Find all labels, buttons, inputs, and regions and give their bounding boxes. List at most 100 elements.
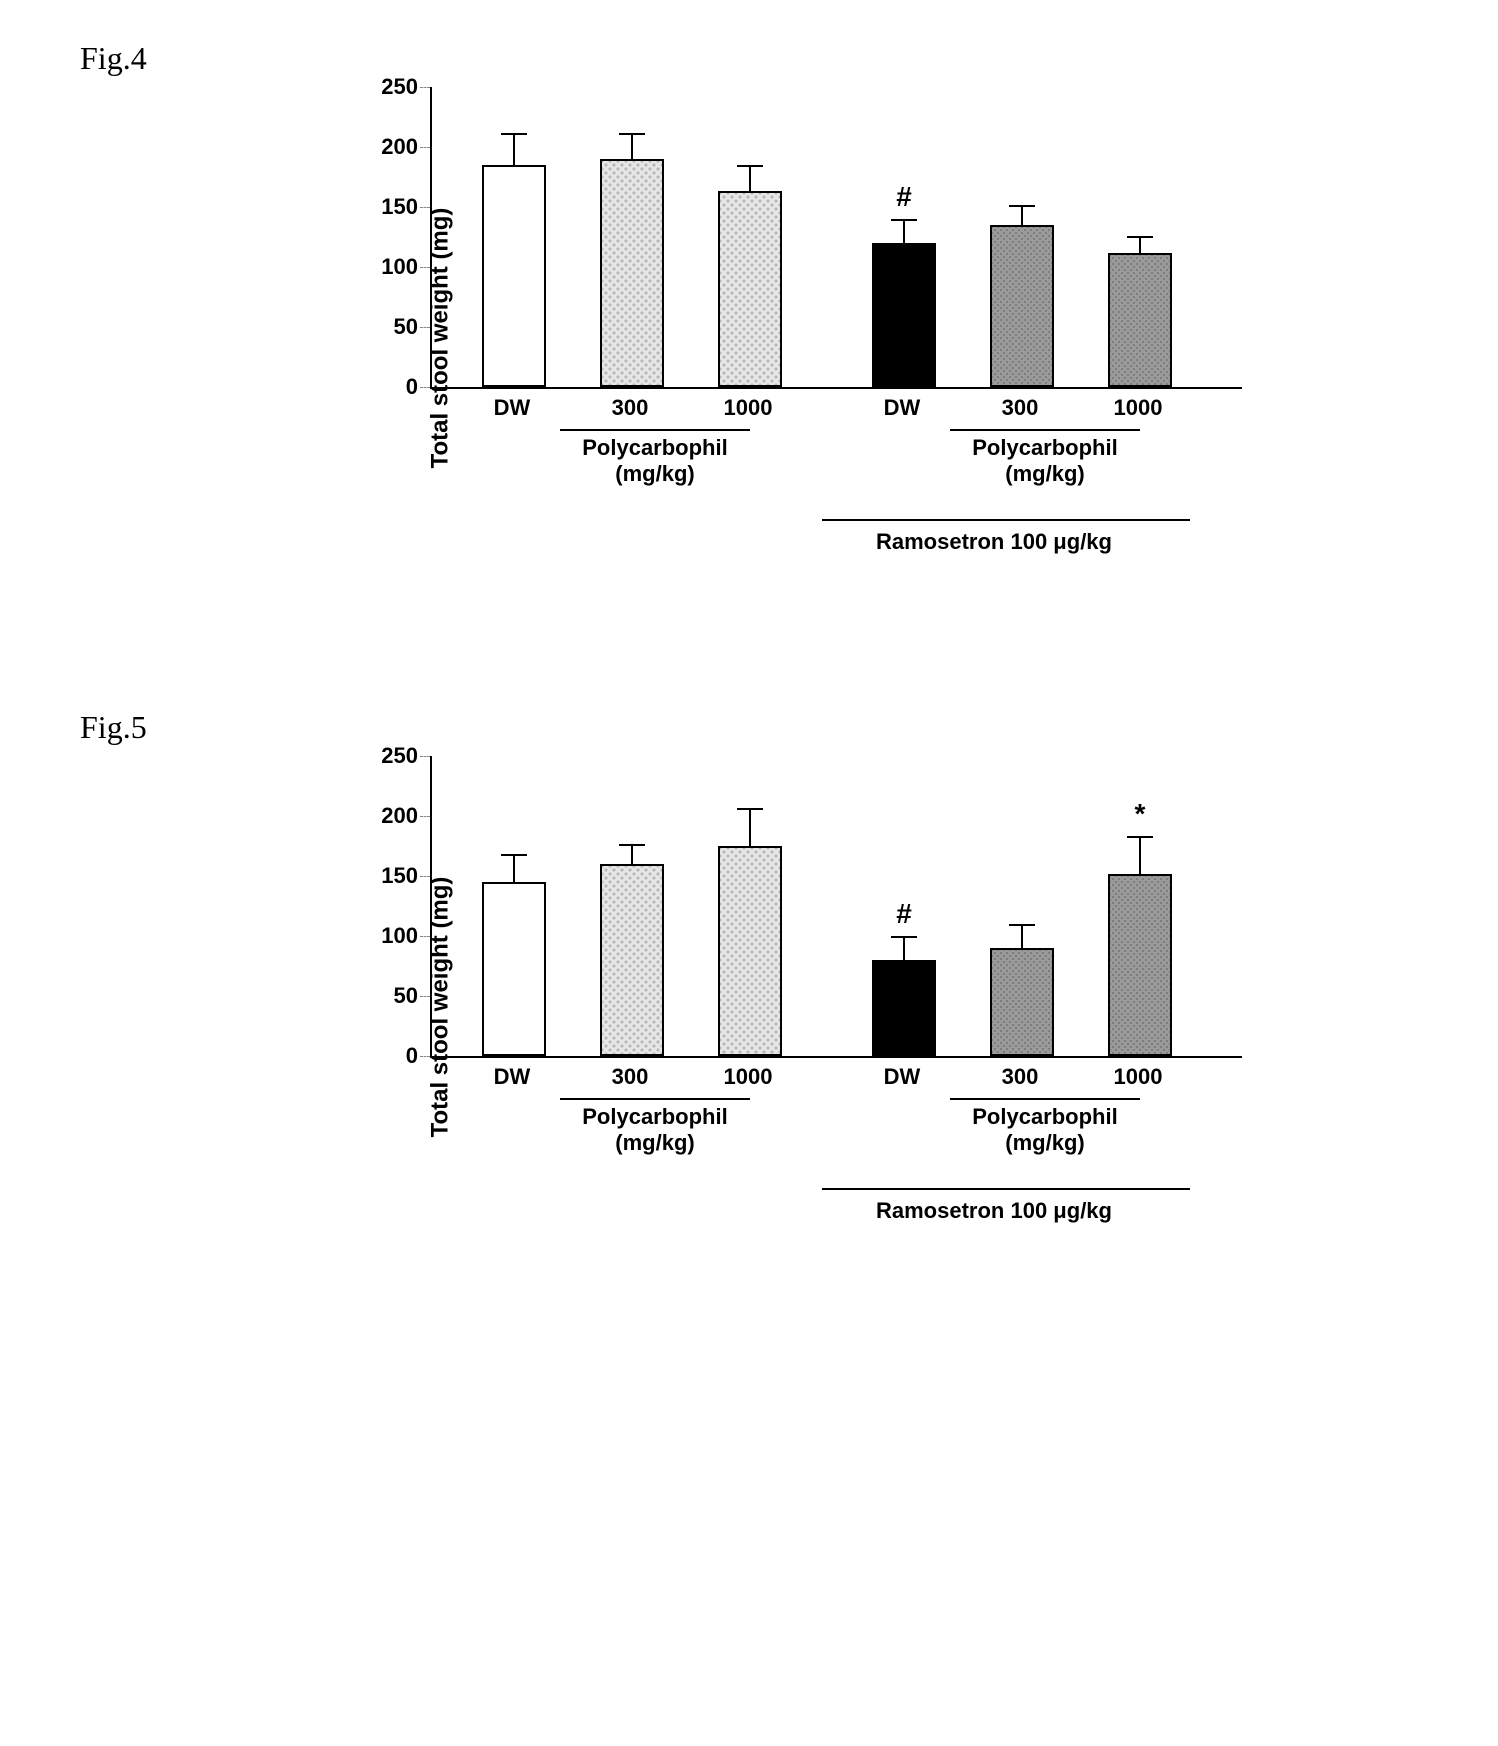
error-cap [1127, 836, 1153, 838]
group-label-line2: (mg/kg) [565, 461, 745, 487]
group-label: Polycarbophil(mg/kg) [565, 1104, 745, 1157]
bar [1108, 874, 1172, 1056]
bar [872, 960, 936, 1056]
x-tick-label: DW [494, 1064, 531, 1090]
error-cap [737, 808, 763, 810]
y-tick-label: 200 [381, 134, 418, 160]
bar [872, 243, 936, 387]
y-tick-label: 50 [394, 983, 418, 1009]
x-ticks: DW 300 1000 DW 300 1000 [430, 389, 1240, 429]
group-label-line2: (mg/kg) [955, 1130, 1135, 1156]
error-cap [619, 844, 645, 846]
group-label-line1: Polycarbophil [565, 435, 745, 461]
bar [990, 948, 1054, 1056]
x-tick-label: 300 [612, 395, 649, 421]
y-tick [420, 816, 430, 817]
error-bar [1021, 207, 1023, 225]
group-label-line2: (mg/kg) [955, 461, 1135, 487]
bar [1108, 253, 1172, 387]
y-tick-label: 150 [381, 194, 418, 220]
y-tick [420, 876, 430, 877]
error-bar [903, 938, 905, 960]
error-bar [749, 167, 751, 191]
group-underline [560, 1098, 750, 1100]
y-tick-label: 50 [394, 314, 418, 340]
figure-block: Fig.4Total stool weight (mg)050100150200… [40, 40, 1458, 589]
group-label-line1: Polycarbophil [565, 1104, 745, 1130]
x-tick-label: 300 [1002, 395, 1039, 421]
plot-area: 050100150200250# [430, 87, 1242, 389]
group-labels: Polycarbophil(mg/kg)Polycarbophil(mg/kg) [430, 1098, 1240, 1188]
y-tick [420, 327, 430, 328]
x-tick-label: 1000 [724, 395, 773, 421]
y-tick-label: 100 [381, 923, 418, 949]
chart: Total stool weight (mg)050100150200250#*… [360, 756, 1240, 1258]
secondary-underline [822, 1188, 1190, 1190]
x-tick-label: 1000 [1114, 1064, 1163, 1090]
group-labels: Polycarbophil(mg/kg)Polycarbophil(mg/kg) [430, 429, 1240, 519]
figure-block: Fig.5Total stool weight (mg)050100150200… [40, 709, 1458, 1258]
error-cap [891, 936, 917, 938]
x-tick-label: 300 [1002, 1064, 1039, 1090]
error-bar [1139, 238, 1141, 252]
y-tick-label: 150 [381, 863, 418, 889]
group-underline [950, 429, 1140, 431]
error-cap [501, 854, 527, 856]
y-tick-label: 0 [406, 374, 418, 400]
error-bar [513, 856, 515, 882]
secondary-underline [822, 519, 1190, 521]
y-tick [420, 147, 430, 148]
group-label: Polycarbophil(mg/kg) [955, 1104, 1135, 1157]
y-tick [420, 996, 430, 997]
error-cap [1009, 924, 1035, 926]
hash-annotation: # [896, 181, 912, 213]
error-bar [513, 135, 515, 165]
error-cap [891, 219, 917, 221]
group-underline [560, 429, 750, 431]
bar [600, 159, 664, 387]
group-label: Polycarbophil(mg/kg) [955, 435, 1135, 488]
secondary-label: Ramosetron 100 μg/kg [876, 1198, 1112, 1224]
secondary-group: Ramosetron 100 μg/kg [430, 1188, 1240, 1258]
x-tick-label: 1000 [1114, 395, 1163, 421]
error-bar [749, 810, 751, 846]
bar [482, 165, 546, 387]
y-tick-label: 0 [406, 1043, 418, 1069]
bar [718, 846, 782, 1056]
error-bar [631, 135, 633, 159]
y-tick [420, 267, 430, 268]
bar [718, 191, 782, 387]
y-tick [420, 87, 430, 88]
secondary-group: Ramosetron 100 μg/kg [430, 519, 1240, 589]
x-tick-label: DW [884, 395, 921, 421]
y-tick [420, 756, 430, 757]
error-bar [903, 221, 905, 243]
x-tick-label: 1000 [724, 1064, 773, 1090]
error-cap [1009, 205, 1035, 207]
figure-label: Fig.5 [80, 709, 1458, 746]
hash-annotation: # [896, 898, 912, 930]
error-cap [501, 133, 527, 135]
star-annotation: * [1135, 798, 1146, 830]
error-bar [631, 846, 633, 864]
error-bar [1139, 838, 1141, 874]
group-label-line1: Polycarbophil [955, 435, 1135, 461]
bar [990, 225, 1054, 387]
plot-area: 050100150200250#* [430, 756, 1242, 1058]
y-tick [420, 387, 430, 388]
y-tick [420, 207, 430, 208]
error-bar [1021, 926, 1023, 948]
group-label-line1: Polycarbophil [955, 1104, 1135, 1130]
x-ticks: DW3001000DW3001000 [430, 1058, 1240, 1098]
figure-label: Fig.4 [80, 40, 1458, 77]
x-tick-label: DW [494, 395, 531, 421]
secondary-label: Ramosetron 100 μg/kg [876, 529, 1112, 555]
group-label: Polycarbophil(mg/kg) [565, 435, 745, 488]
bar [482, 882, 546, 1056]
y-tick-label: 100 [381, 254, 418, 280]
chart: Total stool weight (mg)050100150200250#D… [360, 87, 1240, 589]
y-tick-label: 250 [381, 743, 418, 769]
y-tick [420, 1056, 430, 1057]
x-tick-label: 300 [612, 1064, 649, 1090]
bar [600, 864, 664, 1056]
